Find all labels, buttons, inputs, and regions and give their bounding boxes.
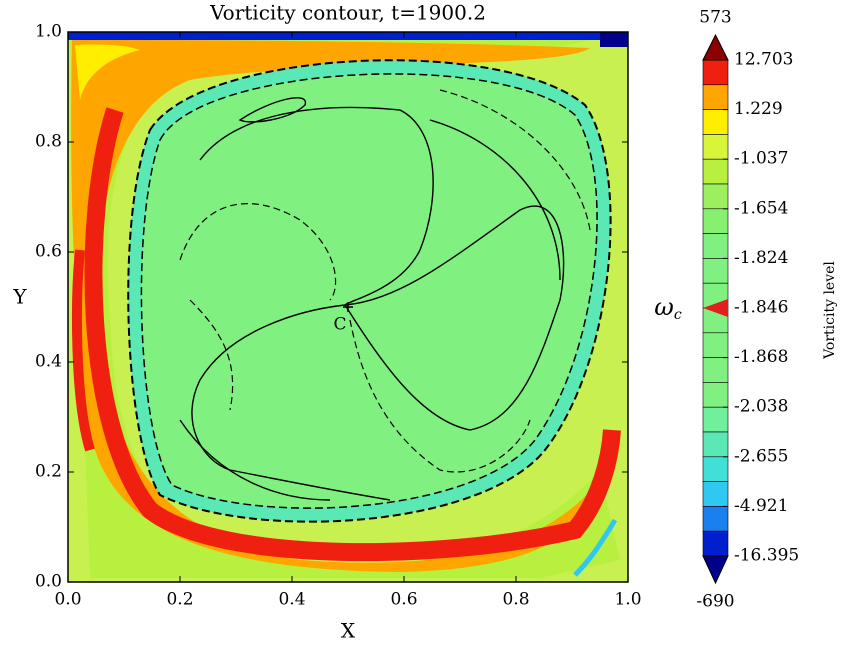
x-tick-label: 0.6: [390, 590, 417, 610]
colorbar-segment: [702, 332, 729, 358]
y-axis-label: Y: [12, 285, 27, 309]
colorbar-segment: [702, 530, 729, 557]
colorbar-tick-label: 12.703: [734, 50, 793, 70]
omega-label: ωc: [654, 293, 682, 324]
colorbar-segment: [702, 357, 729, 383]
omega-symbol: ω: [654, 293, 674, 321]
x-tick-label: 0.4: [278, 590, 305, 610]
colorbar-segment: [702, 158, 729, 185]
colorbar-label: Vorticity level: [822, 261, 838, 360]
colorbar-tick-label: 1.229: [734, 99, 783, 119]
colorbar-segment: [702, 382, 729, 408]
x-tick-label: 1.0: [614, 590, 641, 610]
omega-marker: [703, 299, 728, 317]
colorbar-segment: [702, 481, 729, 507]
y-tick-label: 0.2: [35, 462, 62, 482]
colorbar-tick-label: -1.868: [734, 347, 788, 367]
colorbar-segment: [702, 59, 729, 86]
colorbar-segment: [702, 208, 729, 234]
colorbar-segment: [702, 258, 729, 284]
x-tick-label: 0.8: [502, 590, 529, 610]
y-tick-label: 0.6: [35, 242, 62, 262]
plot-frame: [67, 31, 629, 583]
y-tick-label: 0.8: [35, 132, 62, 152]
colorbar-segment: [702, 109, 729, 135]
colorbar-segment: [702, 431, 729, 458]
colorbar-tick-label: -2.038: [734, 397, 788, 417]
colorbar-segment: [702, 456, 729, 482]
colorbar-segment: [702, 84, 729, 110]
colorbar-tick-label: -16.395: [734, 546, 799, 566]
y-tick-label: 0.4: [35, 352, 62, 372]
omega-subscript: c: [674, 307, 682, 323]
center-point: [343, 302, 353, 312]
contour-lines: [179, 97, 565, 501]
colorbar-tick-label: -1.846: [734, 298, 788, 318]
colorbar-segment: [702, 183, 729, 210]
x-axis-label: X: [341, 619, 356, 643]
y-tick-label: 0.0: [35, 572, 62, 592]
contour-field: [68, 32, 628, 582]
colorbar-min: -690: [696, 592, 734, 612]
colorbar-over: [702, 33, 729, 61]
colorbar-tick-label: -4.921: [734, 496, 788, 516]
colorbar-under: [702, 555, 729, 585]
colorbar-segment: [702, 233, 729, 259]
x-tick-label: 0.0: [54, 590, 81, 610]
colorbar-tick-label: -1.824: [734, 248, 788, 268]
chart-title: Vorticity contour, t=1900.2: [209, 1, 486, 25]
x-tick-label: 0.2: [166, 590, 193, 610]
colorbar-segment: [702, 406, 729, 433]
colorbar-segment: [702, 134, 729, 160]
y-tick-label: 1.0: [35, 22, 62, 42]
colorbar-max: 573: [699, 8, 731, 28]
colorbar-tick-label: -1.654: [734, 198, 788, 218]
colorbar-segment: [702, 506, 729, 532]
colorbar-tick-label: -2.655: [734, 446, 788, 466]
colorbar-tick-label: -1.037: [734, 149, 788, 169]
center-label: C: [333, 315, 346, 335]
